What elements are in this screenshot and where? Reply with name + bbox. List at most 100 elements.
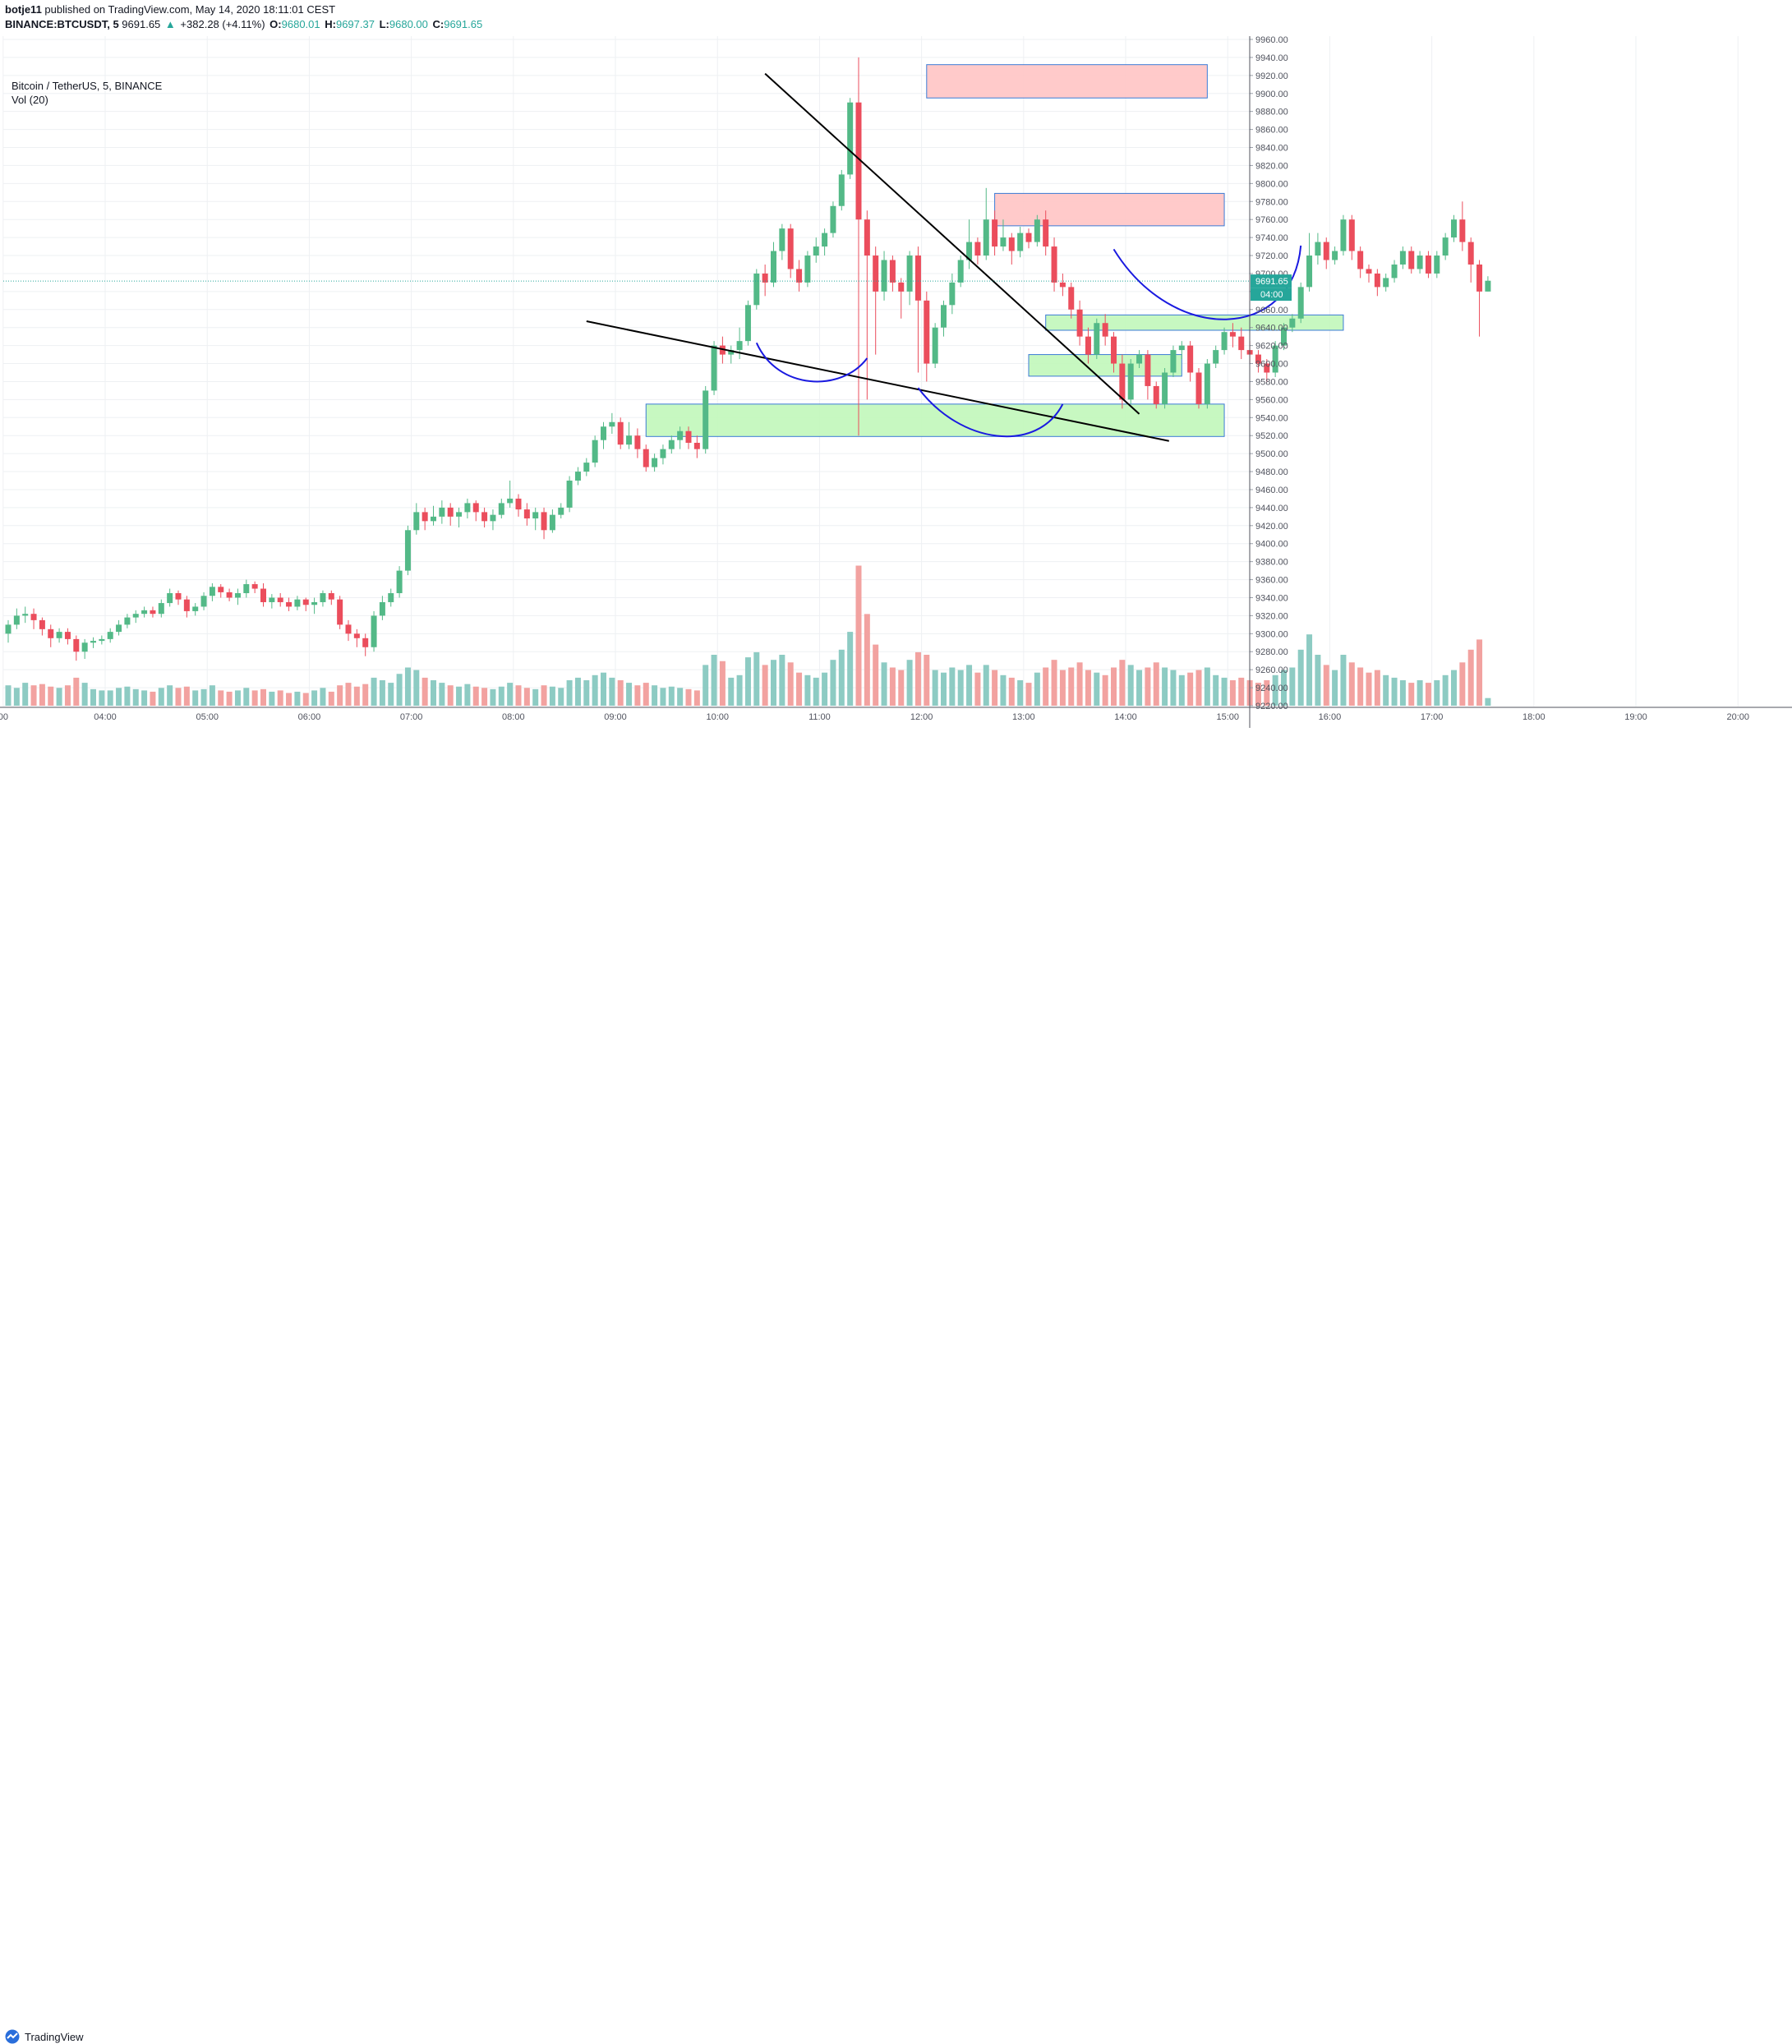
- time-tick-label: 14:00: [1114, 712, 1137, 722]
- volume-bar: [889, 667, 896, 706]
- volume-bar: [447, 685, 454, 706]
- candle-up: [1162, 372, 1168, 404]
- price-tick-label: 9380.00: [1255, 558, 1288, 568]
- price-tick-label: 9860.00: [1255, 126, 1288, 136]
- candle-up: [847, 102, 854, 175]
- volume-bar: [260, 688, 266, 706]
- volume-bar: [1059, 670, 1066, 706]
- volume-bar: [1187, 672, 1194, 706]
- time-tick-label: 18:00: [1523, 712, 1546, 722]
- volume-bar: [1213, 674, 1219, 706]
- ohlc-line: BINANCE:BTCUSDT, 5 9691.65 ▲ +382.28 (+4…: [5, 18, 484, 30]
- price-tick-label: 9500.00: [1255, 449, 1288, 459]
- time-tick-label: 05:00: [196, 712, 219, 722]
- volume-bar: [1102, 674, 1108, 706]
- candle-up: [1017, 232, 1024, 251]
- price-tick-label: 9280.00: [1255, 647, 1288, 657]
- last-price: 9691.65: [122, 18, 161, 30]
- candle-down: [889, 260, 896, 283]
- volume-bar: [855, 565, 862, 706]
- candle-up: [1281, 327, 1287, 346]
- candle-down: [617, 421, 624, 445]
- price-tick-label: 9320.00: [1255, 611, 1288, 621]
- candle-down: [353, 633, 360, 638]
- volume-bar: [804, 674, 811, 706]
- support-zone: [1028, 354, 1182, 377]
- candle-up: [22, 614, 29, 616]
- candle-down: [1187, 345, 1194, 373]
- countdown-tag: [1251, 288, 1292, 302]
- volume-bar: [48, 686, 54, 706]
- volume-bar: [200, 688, 207, 706]
- price-tick-label: 9480.00: [1255, 467, 1288, 477]
- volume-bar: [1238, 677, 1245, 706]
- volume-bar: [1094, 672, 1100, 706]
- volume-bar: [1315, 655, 1321, 706]
- tradingview-brand[interactable]: TradingView: [5, 2029, 84, 2044]
- published-info: published on TradingView.com, May 14, 20…: [44, 3, 336, 16]
- candle-down: [643, 449, 649, 467]
- price-tick-label: 9580.00: [1255, 377, 1288, 387]
- price-chart[interactable]: 9960.00 9940.00 9920.00 9900.00 9880.00 9860.…: [0, 28, 1792, 1014]
- candle-up: [396, 570, 403, 594]
- candle-up: [957, 260, 964, 283]
- chart-area[interactable]: 9960.00 9940.00 9920.00 9900.00 9880.00 9860.…: [0, 28, 1792, 1014]
- candle-up: [1383, 278, 1389, 288]
- candle-up: [1306, 256, 1313, 288]
- candle-up: [549, 514, 555, 531]
- volume-bar: [1170, 670, 1177, 706]
- volume-bar: [73, 677, 80, 706]
- time-tick-label: 12:00: [910, 712, 933, 722]
- volume-bar: [566, 680, 573, 706]
- price-tick-label: 9560.00: [1255, 395, 1288, 405]
- volume-bar: [914, 651, 921, 706]
- candle-up: [116, 624, 122, 633]
- resistance-zone: [994, 192, 1225, 227]
- price-tick-label: 9760.00: [1255, 215, 1288, 225]
- candle-down: [251, 584, 258, 589]
- volume-bar: [992, 670, 998, 706]
- volume-indicator-label: Vol (20): [12, 94, 48, 106]
- author-name[interactable]: botje11: [5, 3, 42, 16]
- volume-bar: [685, 688, 692, 706]
- candle-up: [269, 597, 275, 602]
- candle-down: [787, 228, 794, 269]
- volume-bar: [711, 655, 717, 706]
- price-tick-label: 9640.00: [1255, 324, 1288, 334]
- candle-down: [1025, 232, 1032, 242]
- publish-line: botje11 published on TradingView.com, Ma…: [5, 3, 335, 16]
- candle-up: [158, 603, 164, 615]
- candle-up: [941, 305, 947, 328]
- candle-up: [558, 507, 564, 515]
- candle-up: [388, 593, 394, 602]
- volume-bar: [1051, 660, 1057, 706]
- open-value: 9680.01: [281, 18, 320, 30]
- volume-bar: [583, 680, 590, 706]
- candle-up: [601, 426, 606, 440]
- volume-bar: [1408, 683, 1415, 706]
- price-tick-label: 9620.00: [1255, 342, 1288, 352]
- volume-bar: [353, 686, 360, 706]
- volume-bar: [209, 685, 215, 706]
- volume-bar: [481, 688, 488, 706]
- chart-header: botje11 published on TradingView.com, Ma…: [0, 0, 1792, 36]
- volume-bar: [898, 670, 905, 706]
- candle-up: [677, 430, 684, 440]
- volume-bar: [924, 655, 930, 706]
- candle-up: [439, 507, 445, 517]
- time-tick-label: 16:00: [1319, 712, 1342, 722]
- price-tick-label: 9600.00: [1255, 360, 1288, 370]
- candle-up: [141, 610, 148, 615]
- candle-down: [1467, 242, 1474, 265]
- volume-bar: [1366, 672, 1372, 706]
- volume-bar: [464, 684, 471, 706]
- price-tick-label: 9940.00: [1255, 53, 1288, 63]
- volume-bar: [1111, 667, 1117, 706]
- candle-up: [744, 305, 751, 342]
- candle-up: [626, 435, 633, 445]
- candle-up: [200, 596, 207, 607]
- volume-bar: [643, 683, 649, 706]
- candle-down: [30, 614, 37, 620]
- candle-up: [592, 440, 598, 463]
- candle-up: [779, 228, 785, 251]
